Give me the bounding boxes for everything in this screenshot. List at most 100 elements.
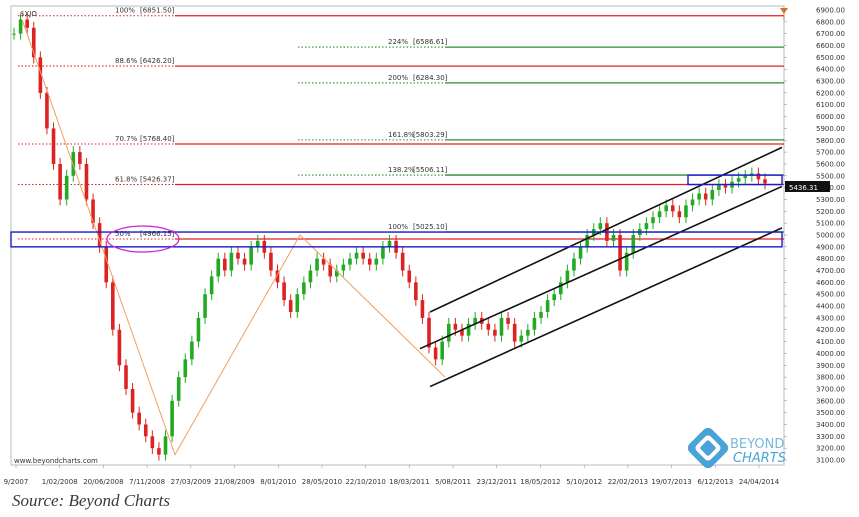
- candle-body: [229, 252, 234, 271]
- x-tick-label: 18/05/2012: [520, 478, 560, 486]
- candle-body: [12, 33, 16, 35]
- candle-body: [288, 300, 293, 312]
- candle-body: [414, 282, 418, 301]
- x-tick-label: 22/10/2010: [345, 478, 385, 486]
- candle-body: [236, 252, 240, 259]
- last-price-label: 5436.31: [785, 181, 830, 192]
- candle-body: [143, 424, 148, 437]
- swing-trend-line: [21, 19, 446, 456]
- candle-body: [137, 412, 141, 425]
- candle-body: [664, 205, 668, 212]
- candle-body: [282, 282, 286, 301]
- candle-body: [334, 270, 339, 277]
- candle-body: [578, 246, 583, 259]
- candle-body: [242, 258, 247, 265]
- candle-body: [486, 323, 491, 330]
- candle-body: [223, 258, 227, 271]
- brand-top: BEYOND: [730, 437, 784, 452]
- candle-body: [453, 323, 458, 330]
- retracement-pct: 70.7%: [115, 135, 138, 143]
- y-tick-label: 5500.00: [816, 172, 845, 180]
- y-tick-label: 5800.00: [816, 137, 845, 145]
- candle-body: [506, 317, 510, 324]
- extension-pct: 100%: [388, 223, 408, 231]
- candle-body: [91, 199, 95, 224]
- brand-logo: BEYOND CHARTS: [687, 427, 786, 469]
- candle-body: [45, 92, 49, 129]
- extension-value: [6586.61]: [413, 38, 448, 46]
- candle-body: [315, 258, 319, 271]
- candle-body: [710, 190, 715, 200]
- candle-body: [374, 258, 379, 265]
- candle-body: [572, 258, 576, 271]
- candle-body: [341, 264, 346, 271]
- candle-body: [84, 163, 89, 200]
- y-tick-label: 6000.00: [816, 113, 845, 121]
- extension-pct: 224%: [388, 38, 408, 46]
- candle-body: [163, 436, 168, 455]
- x-tick-label: 18/03/2011: [389, 478, 429, 486]
- candle-body: [420, 300, 425, 318]
- candle-body: [512, 323, 517, 342]
- candle-body: [499, 317, 504, 336]
- candle-body: [539, 311, 543, 318]
- y-tick-label: 6400.00: [816, 66, 845, 74]
- x-tick-label: 5/10/2012: [566, 478, 602, 486]
- y-tick-label: 6800.00: [816, 18, 845, 26]
- candle-body: [150, 436, 155, 449]
- candle-body: [400, 252, 405, 271]
- candle-body: [58, 163, 62, 200]
- candle-body: [295, 294, 300, 312]
- retracement-pct: 61.8%: [115, 176, 138, 184]
- y-tick-label: 4400.00: [816, 303, 845, 311]
- y-tick-label: 6300.00: [816, 78, 845, 86]
- candle-body: [526, 329, 530, 336]
- candle-body: [31, 27, 36, 58]
- extension-value: [5506.11]: [413, 166, 448, 174]
- y-tick-label: 4700.00: [816, 267, 845, 275]
- y-tick-label: 6500.00: [816, 54, 845, 62]
- x-tick-label: 9/2007: [4, 478, 29, 486]
- x-tick-label: 21/08/2009: [214, 478, 254, 486]
- candle-body: [269, 252, 273, 271]
- y-tick-label: 3900.00: [816, 362, 845, 370]
- candle-body: [743, 175, 748, 179]
- candle-body: [176, 377, 181, 401]
- resistance-zone-box: [687, 174, 783, 186]
- candle-body: [763, 179, 767, 184]
- y-tick-label: 3200.00: [816, 445, 845, 453]
- candle-body: [677, 211, 682, 218]
- last-price-text: 5436.31: [789, 184, 818, 192]
- candle-body: [97, 223, 102, 247]
- y-tick-label: 6700.00: [816, 30, 845, 38]
- candle-body: [585, 235, 589, 247]
- candle-body: [558, 282, 563, 295]
- y-tick-label: 6100.00: [816, 101, 845, 109]
- retracement-value: [6851.50]: [140, 7, 175, 15]
- candle-body: [308, 270, 313, 283]
- candle-body: [64, 175, 69, 200]
- candle-body: [690, 199, 695, 206]
- candle-body: [275, 270, 280, 283]
- candle-body: [104, 246, 109, 283]
- candle-body: [440, 341, 445, 360]
- candle-body: [124, 365, 128, 389]
- candle-body: [203, 294, 207, 318]
- candle-body: [717, 185, 721, 190]
- candle-body: [367, 258, 372, 265]
- y-tick-label: 3700.00: [816, 385, 845, 393]
- candle-body: [18, 19, 23, 34]
- candle-body: [519, 335, 524, 342]
- y-tick-label: 4500.00: [816, 291, 845, 299]
- x-tick-label: 28/05/2010: [302, 478, 342, 486]
- x-tick-label: 7/11/2008: [129, 478, 165, 486]
- marker-icon: [780, 8, 788, 20]
- x-tick-label: 24/04/2014: [739, 478, 780, 486]
- y-tick-label: 3300.00: [816, 433, 845, 441]
- candle-body: [354, 252, 359, 259]
- candle-body: [545, 300, 550, 312]
- candle-body: [473, 317, 477, 324]
- candle-body: [532, 317, 537, 330]
- extension-pct: 200%: [388, 74, 408, 82]
- y-tick-label: 3100.00: [816, 457, 845, 465]
